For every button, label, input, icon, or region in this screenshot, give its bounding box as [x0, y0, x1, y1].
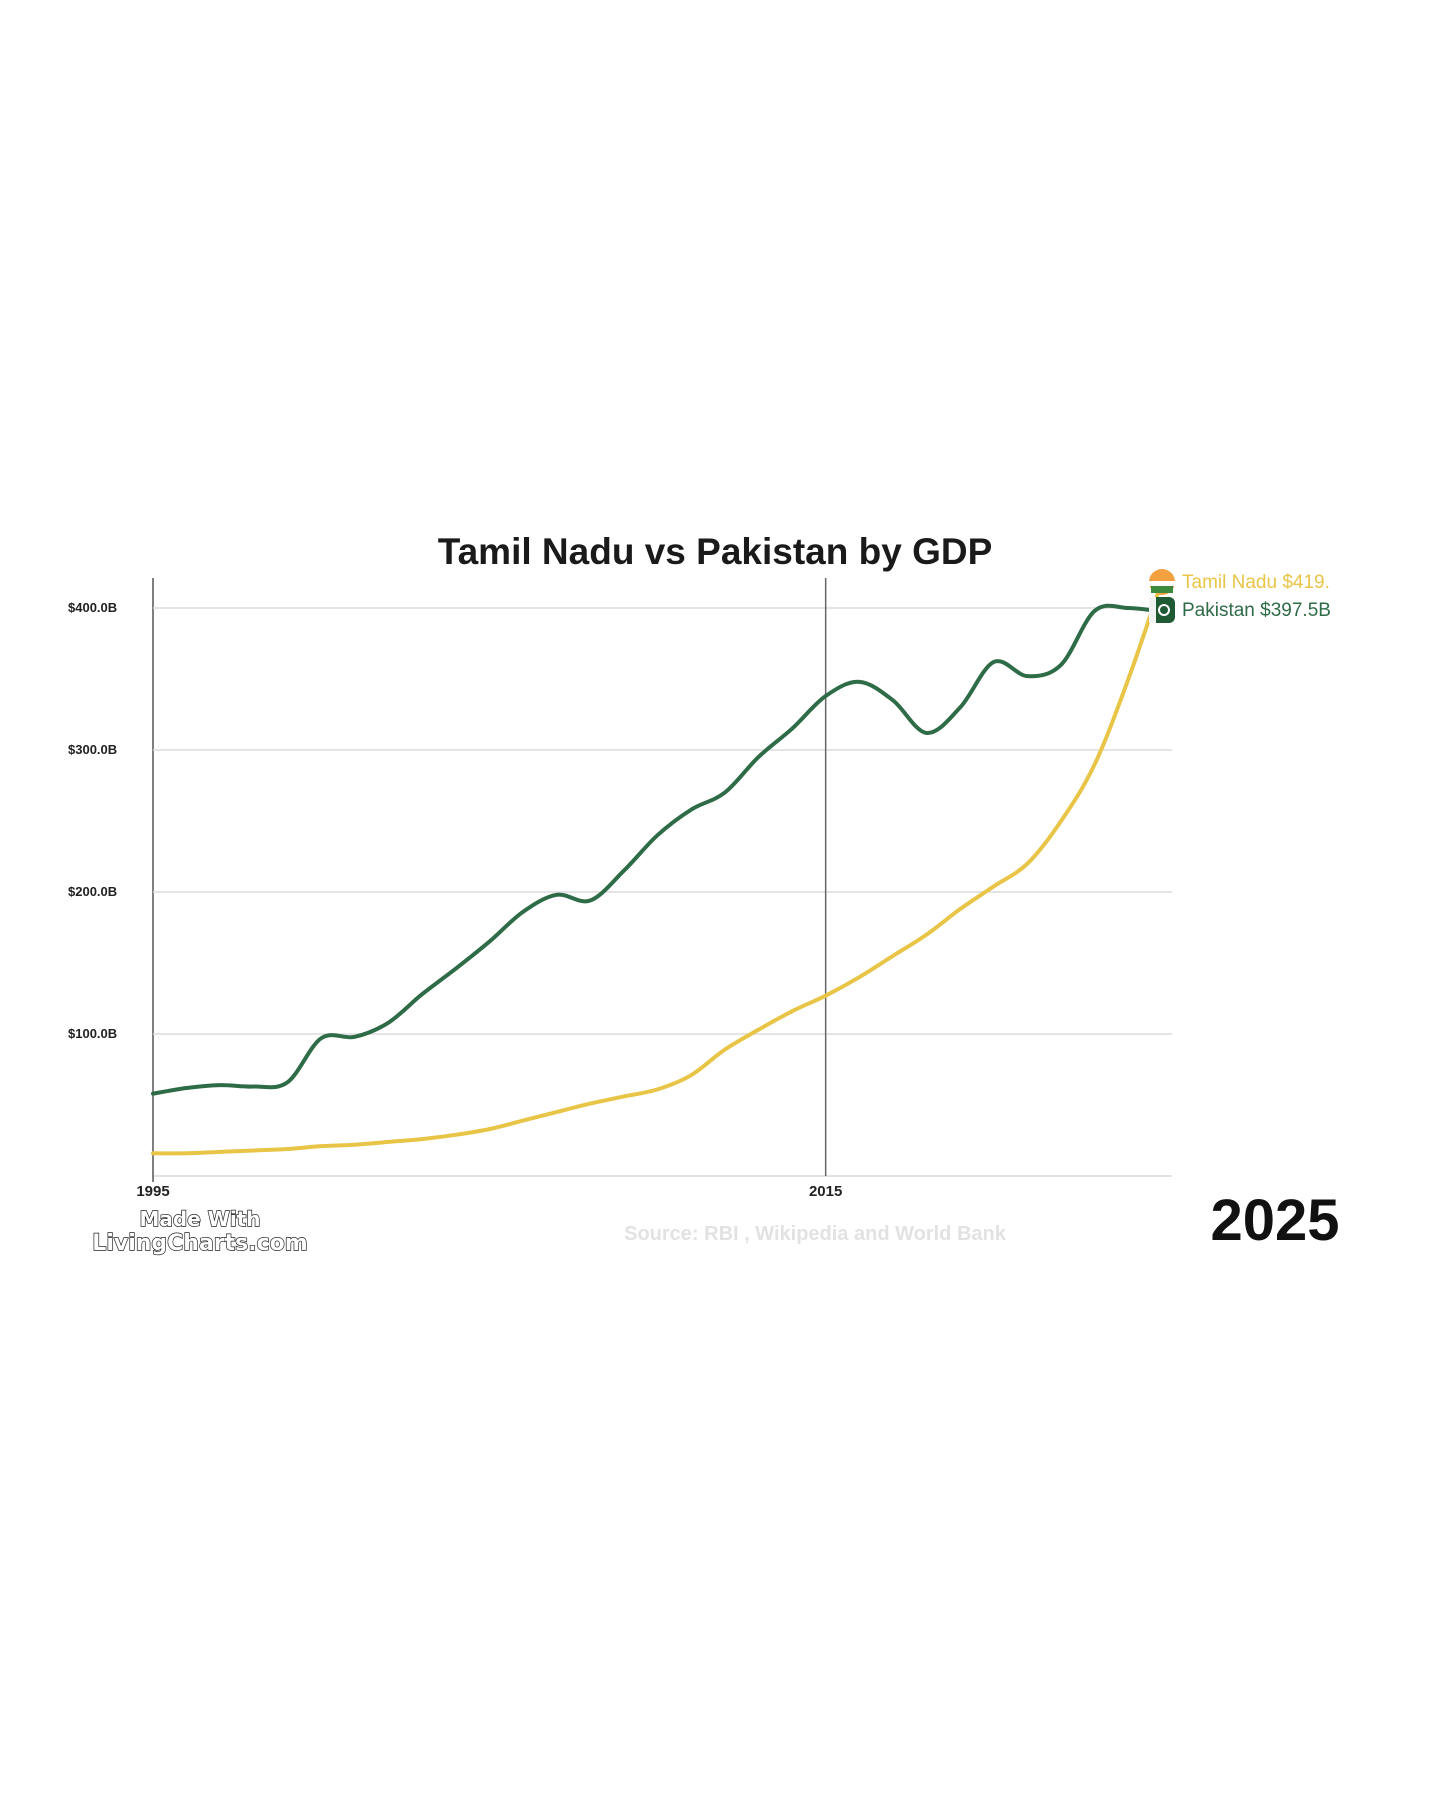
pakistan-flag-icon [1149, 597, 1175, 623]
series-line-tamil-nadu [151, 579, 1164, 1156]
end-label-tamil-nadu: Tamil Nadu $419. [1182, 572, 1330, 593]
end-markers: Pakistan $397.5B Tamil Nadu $419. [1149, 569, 1331, 623]
y-tick-label: $100.0B [68, 1026, 117, 1041]
y-tick-label: $200.0B [68, 884, 117, 899]
x-axis-ticks: 1995 2015 [136, 1183, 842, 1200]
india-flag-band [1149, 581, 1175, 586]
pakistan-flag-stripe [1149, 597, 1156, 623]
watermark-line-2: LivingCharts.com [92, 1231, 307, 1256]
pakistan-flag-crescent [1158, 604, 1170, 616]
chart-card: Tamil Nadu vs Pakistan by GDP $100.0B $20… [60, 536, 1390, 1276]
living-charts-logo: Made With LivingCharts.com [92, 1206, 309, 1256]
series-line-pakistan [151, 603, 1164, 1096]
series-layer [151, 579, 1164, 1156]
india-flag-icon [1149, 569, 1175, 595]
india-flag-green [1151, 586, 1173, 593]
chart-title: Tamil Nadu vs Pakistan by GDP [438, 536, 993, 572]
grid-layer [152, 578, 1172, 1182]
y-tick-label: $400.0B [68, 600, 117, 615]
y-tick-label: $300.0B [68, 742, 117, 757]
gdp-line-chart: Tamil Nadu vs Pakistan by GDP $100.0B $20… [68, 536, 1340, 1257]
current-year-label: 2025 [1210, 1188, 1339, 1253]
x-tick-label: 1995 [136, 1183, 169, 1200]
end-label-pakistan: Pakistan $397.5B [1182, 600, 1331, 621]
watermark-line-1: Made With [140, 1207, 261, 1231]
source-note: Source: RBI , Wikipedia and World Bank [624, 1223, 1007, 1245]
x-tick-label: 2015 [809, 1183, 842, 1200]
y-axis-ticks: $100.0B $200.0B $300.0B $400.0B [68, 600, 117, 1041]
